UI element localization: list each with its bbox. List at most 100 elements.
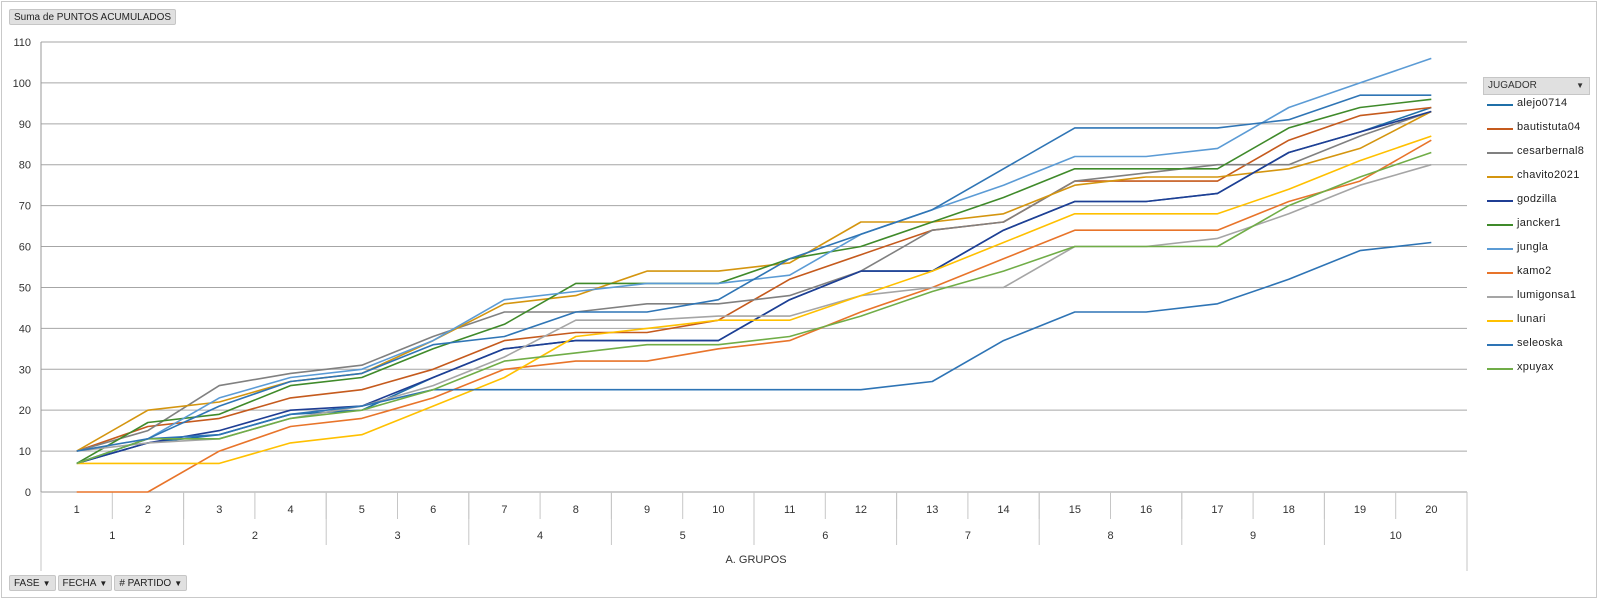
y-tick-label: 20 xyxy=(19,405,31,417)
fecha-group-label: 2 xyxy=(252,530,258,542)
y-tick-label: 60 xyxy=(19,242,31,254)
legend-item: alejo0714 xyxy=(1483,96,1590,114)
x-tick-label: 2 xyxy=(145,504,151,516)
chevron-down-icon[interactable]: ▼ xyxy=(99,579,108,588)
y-tick-label: 40 xyxy=(19,323,31,335)
legend-item: jungla xyxy=(1483,240,1590,258)
x-tick-label: 13 xyxy=(926,504,938,516)
fecha-group-label: 10 xyxy=(1390,530,1402,542)
legend-swatch xyxy=(1487,128,1513,130)
filter-bar: FASE ▼ FECHA ▼ # PARTIDO ▼ xyxy=(9,575,189,592)
x-tick-label: 16 xyxy=(1140,504,1152,516)
legend-label: lunari xyxy=(1517,313,1546,325)
legend-item: lumigonsa1 xyxy=(1483,288,1590,306)
legend-item: jancker1 xyxy=(1483,216,1590,234)
x-tick-label: 10 xyxy=(712,504,724,516)
legend-label: lumigonsa1 xyxy=(1517,289,1577,301)
series-line-seleoska xyxy=(76,241,1432,465)
series-line-kamo2 xyxy=(76,139,1432,493)
fecha-group-label: 1 xyxy=(109,530,115,542)
legend-item: seleoska xyxy=(1483,336,1590,354)
legend-field-label: JUGADOR xyxy=(1488,80,1537,91)
y-tick-label: 50 xyxy=(19,282,31,294)
legend-label: godzilla xyxy=(1517,193,1557,205)
fecha-group-label: 3 xyxy=(394,530,400,542)
series-line-series-12 xyxy=(76,94,1432,452)
x-tick-label: 1 xyxy=(74,504,80,516)
legend-swatch xyxy=(1487,296,1513,298)
filter-partido-button[interactable]: # PARTIDO ▼ xyxy=(114,575,188,591)
legend-item: godzilla xyxy=(1483,192,1590,210)
chevron-down-icon[interactable]: ▼ xyxy=(174,579,183,588)
legend-label: chavito2021 xyxy=(1517,169,1580,181)
y-tick-label: 80 xyxy=(19,160,31,172)
series-line-lunari xyxy=(76,135,1432,465)
series-line-lumigonsa1 xyxy=(76,163,1432,452)
legend-swatch xyxy=(1487,344,1513,346)
legend-swatch xyxy=(1487,152,1513,154)
fecha-group-label: 4 xyxy=(537,530,543,542)
legend-swatch xyxy=(1487,200,1513,202)
legend-label: alejo0714 xyxy=(1517,97,1568,109)
series-line-xpuyax xyxy=(76,151,1432,465)
y-tick-label: 100 xyxy=(13,78,31,90)
legend-item: kamo2 xyxy=(1483,264,1590,282)
fecha-group-label: 9 xyxy=(1250,530,1256,542)
x-tick-label: 7 xyxy=(501,504,507,516)
x-tick-label: 11 xyxy=(784,504,795,516)
series-lines xyxy=(76,57,1432,493)
x-tick-label: 17 xyxy=(1211,504,1223,516)
legend-item: bautistuta04 xyxy=(1483,120,1590,138)
x-tick-label: 9 xyxy=(644,504,650,516)
legend-item: xpuyax xyxy=(1483,360,1590,378)
legend-label: kamo2 xyxy=(1517,265,1552,277)
y-tick-label: 70 xyxy=(19,201,31,213)
value-field-button[interactable]: Suma de PUNTOS ACUMULADOS xyxy=(9,9,177,25)
legend-swatch xyxy=(1487,320,1513,322)
x-tick-label: 5 xyxy=(359,504,365,516)
legend-item: chavito2021 xyxy=(1483,168,1590,186)
filter-fase-button[interactable]: FASE ▼ xyxy=(9,575,56,591)
legend-label: bautistuta04 xyxy=(1517,121,1581,133)
y-tick-label: 110 xyxy=(13,37,31,49)
x-tick-label: 14 xyxy=(997,504,1009,516)
x-tick-label: 15 xyxy=(1069,504,1081,516)
fase-axis-label: A. GRUPOS xyxy=(725,554,786,566)
legend-swatch xyxy=(1487,272,1513,274)
filter-partido-label: # PARTIDO xyxy=(119,578,172,589)
x-tick-label: 19 xyxy=(1354,504,1366,516)
x-tick-label: 6 xyxy=(430,504,436,516)
x-tick-label: 12 xyxy=(855,504,867,516)
legend-label: xpuyax xyxy=(1517,361,1554,373)
legend-label: jancker1 xyxy=(1517,217,1561,229)
x-tick-label: 20 xyxy=(1425,504,1437,516)
filter-icon[interactable]: ▼ xyxy=(42,579,51,588)
filter-fecha-button[interactable]: FECHA ▼ xyxy=(57,575,113,591)
legend-swatch xyxy=(1487,224,1513,226)
legend-item: lunari xyxy=(1483,312,1590,330)
legend-swatch xyxy=(1487,104,1513,106)
filter-fase-label: FASE xyxy=(14,578,40,589)
series-line-jancker1 xyxy=(76,98,1432,465)
fecha-group-label: 5 xyxy=(680,530,686,542)
fecha-group-label: 8 xyxy=(1107,530,1113,542)
legend: JUGADOR ▼ alejo0714 bautistuta04 cesarbern… xyxy=(1483,77,1590,380)
legend-swatch xyxy=(1487,176,1513,178)
y-axis-ticks: 0 10 20 30 40 50 60 70 80 90 100 110 xyxy=(13,37,31,499)
legend-label: cesarbernal8 xyxy=(1517,145,1585,157)
legend-swatch xyxy=(1487,248,1513,250)
x-tick-label: 3 xyxy=(216,504,222,516)
series-line-cesarbernal8 xyxy=(76,110,1432,452)
filter-fecha-label: FECHA xyxy=(62,578,97,589)
chevron-down-icon[interactable]: ▼ xyxy=(1576,81,1584,90)
fecha-group-label: 7 xyxy=(965,530,971,542)
y-tick-label: 90 xyxy=(19,119,31,131)
legend-item: cesarbernal8 xyxy=(1483,144,1590,162)
series-line-jungla xyxy=(76,57,1432,465)
legend-label: jungla xyxy=(1517,241,1549,253)
y-tick-label: 30 xyxy=(19,364,31,376)
y-tick-label: 0 xyxy=(25,487,31,499)
legend-field-button[interactable]: JUGADOR ▼ xyxy=(1483,77,1590,95)
